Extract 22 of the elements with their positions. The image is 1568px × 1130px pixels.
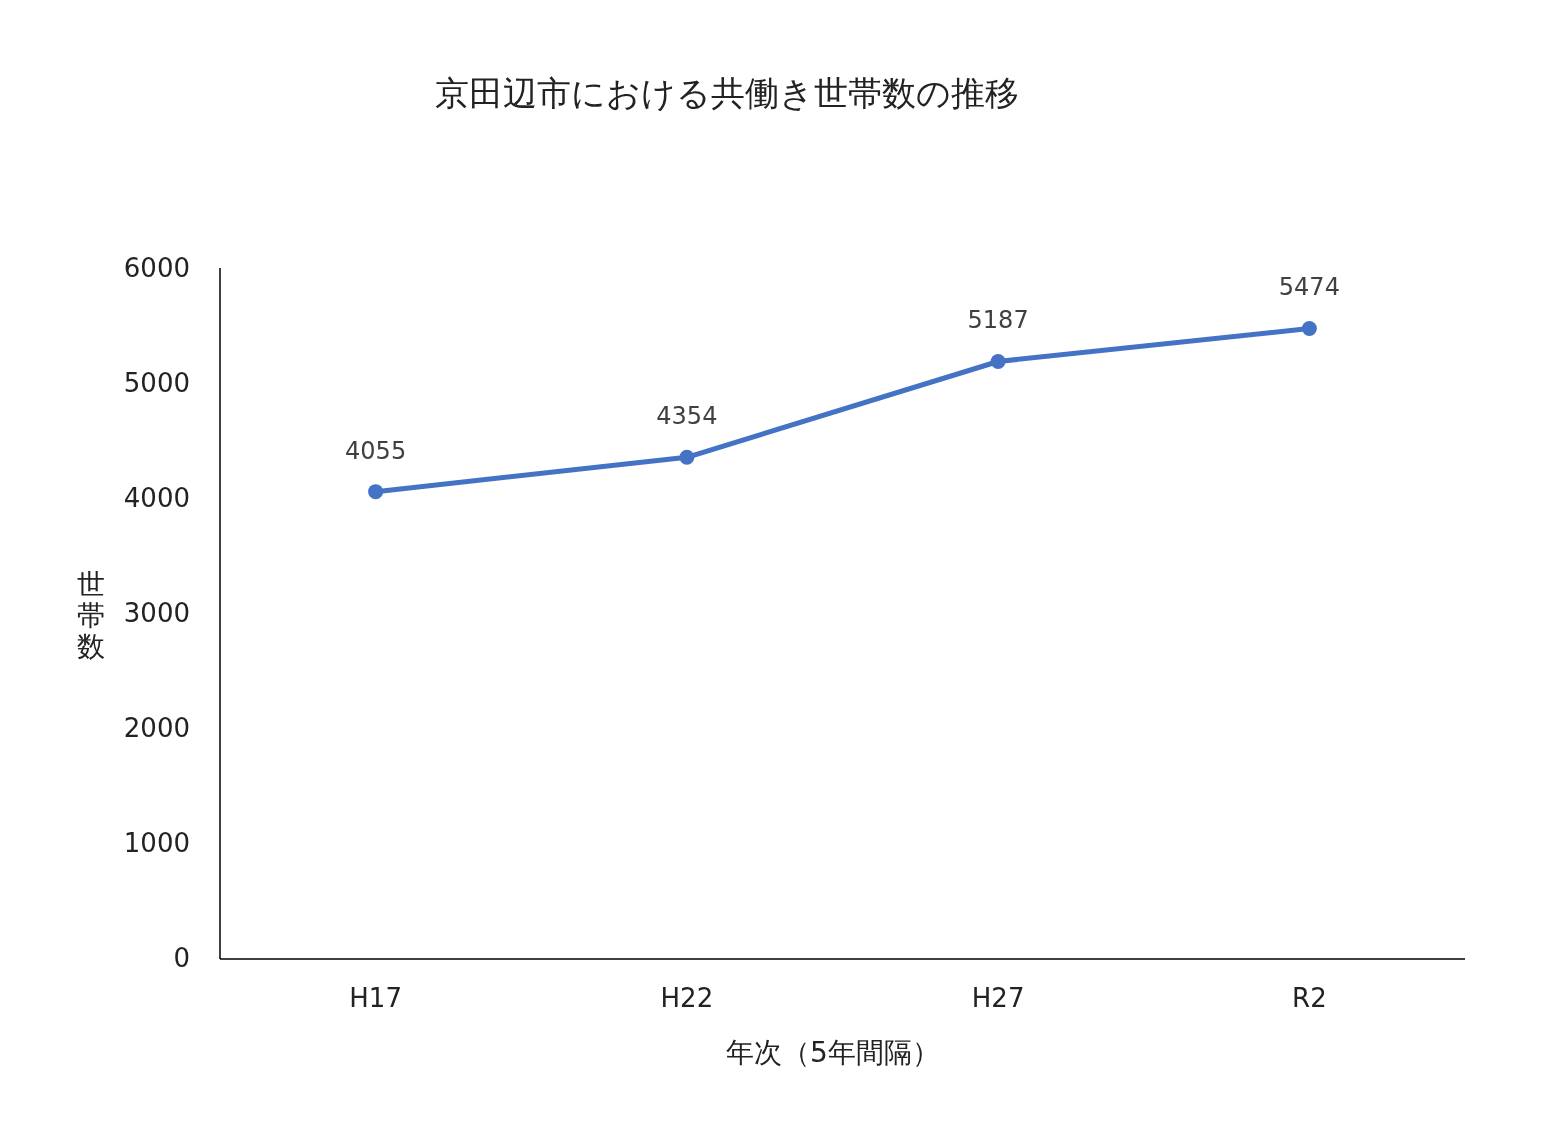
- point: [990, 354, 1006, 369]
- x-tick-label: H27: [971, 983, 1025, 1013]
- data-label: 4055: [345, 436, 407, 465]
- data-label: 5474: [1278, 273, 1340, 302]
- x-tick-label: H17: [349, 983, 402, 1013]
- y-tick-label: 3000: [123, 598, 190, 628]
- chart-title: 京田辺市における共働き世帯数の推移: [435, 73, 1019, 113]
- y-tick-label: 1000: [123, 828, 190, 858]
- x-axis-title: 年次（5年間隔）: [726, 1036, 940, 1069]
- y-tick-label: 5000: [123, 368, 190, 398]
- data-label: 5187: [967, 306, 1029, 335]
- data-label: 4354: [656, 402, 718, 431]
- y-tick-label: 4000: [123, 483, 190, 513]
- point: [679, 449, 695, 465]
- y-axis-title: 世帯数: [77, 568, 105, 663]
- x-tick-label: R2: [1292, 983, 1327, 1013]
- y-tick-label: 2000: [123, 713, 190, 743]
- point: [368, 484, 384, 500]
- y-tick-label: 6000: [123, 253, 190, 283]
- y-tick-label: 0: [173, 943, 190, 973]
- point: [1301, 320, 1317, 336]
- x-tick-label: H22: [660, 983, 714, 1013]
